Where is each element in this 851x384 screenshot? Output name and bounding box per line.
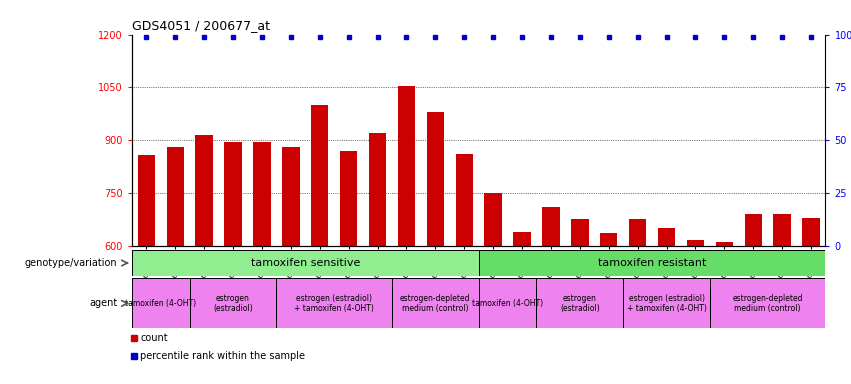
Bar (167, 147, 184, 384)
Bar (311, 105, 328, 384)
Text: estrogen (estradiol)
+ tamoxifen (4-OHT): estrogen (estradiol) + tamoxifen (4-OHT) (294, 294, 374, 313)
Bar (484, 193, 502, 384)
Bar (368, 133, 386, 384)
Bar (745, 214, 762, 384)
Bar (687, 240, 704, 384)
Bar (513, 232, 531, 384)
Text: estrogen (estradiol)
+ tamoxifen (4-OHT): estrogen (estradiol) + tamoxifen (4-OHT) (626, 294, 706, 313)
Text: estrogen
(estradiol): estrogen (estradiol) (560, 294, 600, 313)
Bar (623, 278, 710, 328)
Bar (132, 250, 478, 276)
Bar (340, 151, 357, 384)
Text: count: count (140, 333, 168, 343)
Text: tamoxifen (4-OHT): tamoxifen (4-OHT) (125, 299, 197, 308)
Bar (132, 278, 190, 328)
Bar (571, 219, 589, 384)
Bar (392, 278, 478, 328)
Bar (802, 218, 820, 384)
Bar (716, 242, 733, 384)
Bar (536, 278, 623, 328)
Bar (283, 147, 300, 384)
Bar (397, 86, 415, 384)
Bar (600, 233, 618, 384)
Text: tamoxifen resistant: tamoxifen resistant (598, 258, 706, 268)
Bar (658, 228, 675, 384)
Bar (629, 219, 646, 384)
Bar (196, 135, 213, 384)
Bar (774, 214, 791, 384)
Bar (190, 278, 277, 328)
Bar (426, 112, 444, 384)
Bar (710, 278, 825, 328)
Text: estrogen
(estradiol): estrogen (estradiol) (213, 294, 253, 313)
Bar (225, 142, 242, 384)
Bar (542, 207, 560, 384)
Text: agent: agent (89, 298, 117, 308)
Text: percentile rank within the sample: percentile rank within the sample (140, 351, 306, 361)
Bar (478, 278, 536, 328)
Text: genotype/variation: genotype/variation (25, 258, 117, 268)
Bar (455, 154, 473, 384)
Bar (254, 142, 271, 384)
Bar (478, 250, 825, 276)
Bar (277, 278, 392, 328)
Text: tamoxifen (4-OHT): tamoxifen (4-OHT) (472, 299, 543, 308)
Bar (138, 155, 155, 384)
Text: estrogen-depleted
medium (control): estrogen-depleted medium (control) (733, 294, 803, 313)
Text: estrogen-depleted
medium (control): estrogen-depleted medium (control) (400, 294, 471, 313)
Text: tamoxifen sensitive: tamoxifen sensitive (250, 258, 360, 268)
Text: GDS4051 / 200677_at: GDS4051 / 200677_at (132, 19, 270, 32)
